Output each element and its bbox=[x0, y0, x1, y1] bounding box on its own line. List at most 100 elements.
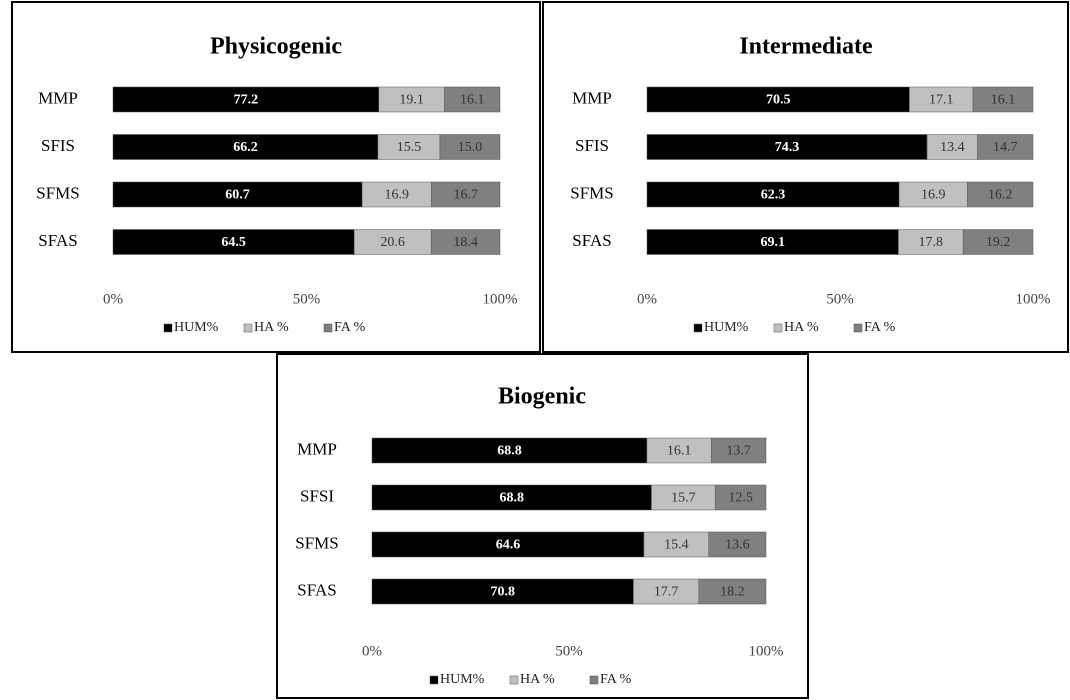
data-label: 19.1 bbox=[399, 93, 424, 108]
bar-segment bbox=[377, 134, 441, 160]
category-label: SFMS bbox=[36, 183, 79, 202]
data-label: 17.7 bbox=[654, 585, 679, 600]
bar-segment bbox=[962, 229, 1034, 255]
data-label: 70.8 bbox=[490, 585, 515, 600]
data-label: 64.6 bbox=[496, 538, 521, 553]
data-label: 19.2 bbox=[986, 235, 1011, 250]
legend-label: HA % bbox=[254, 320, 289, 335]
chart-title: Biogenic bbox=[498, 384, 586, 410]
x-tick-label: 100% bbox=[483, 291, 518, 307]
bar-segment bbox=[353, 229, 432, 255]
bar-segment bbox=[972, 86, 1034, 113]
bar-segment bbox=[967, 181, 1034, 208]
bar-segment bbox=[651, 484, 716, 511]
bar-segment bbox=[898, 181, 968, 208]
data-label: 16.7 bbox=[453, 188, 478, 203]
legend-swatch bbox=[243, 323, 253, 333]
legend-label: HUM% bbox=[440, 672, 485, 687]
bar-segment bbox=[646, 181, 900, 208]
legend-swatch bbox=[323, 323, 333, 333]
category-label: SFAS bbox=[38, 231, 77, 250]
panel-frame bbox=[542, 1, 1069, 353]
category-label: MMP bbox=[38, 88, 78, 107]
data-label: 18.2 bbox=[720, 585, 745, 600]
data-label: 16.1 bbox=[667, 444, 692, 459]
data-label: 69.1 bbox=[760, 235, 785, 250]
bar-segment bbox=[112, 229, 355, 255]
data-label: 13.7 bbox=[726, 444, 751, 459]
legend-swatch bbox=[693, 323, 703, 333]
bar-segment bbox=[633, 578, 700, 605]
bar-segment bbox=[708, 531, 767, 558]
bar-segment bbox=[430, 229, 501, 255]
legend-label: FA % bbox=[600, 672, 632, 687]
legend-label: FA % bbox=[334, 320, 366, 335]
data-label: 14.7 bbox=[993, 140, 1018, 155]
category-label: SFSI bbox=[300, 486, 334, 505]
data-label: 16.1 bbox=[991, 93, 1016, 108]
panel-frame bbox=[276, 353, 809, 699]
x-tick-label: 0% bbox=[362, 643, 382, 659]
data-label: 18.4 bbox=[453, 235, 478, 250]
x-tick-label: 50% bbox=[555, 643, 583, 659]
data-label: 17.8 bbox=[919, 235, 944, 250]
bar-segment bbox=[371, 437, 648, 464]
legend-swatch bbox=[163, 323, 173, 333]
data-label: 13.6 bbox=[725, 538, 750, 553]
x-tick-label: 100% bbox=[1016, 291, 1051, 307]
category-label: SFMS bbox=[295, 533, 338, 552]
data-label: 16.1 bbox=[460, 93, 485, 108]
bar-segment bbox=[112, 134, 379, 160]
data-label: 13.4 bbox=[940, 140, 965, 155]
x-tick-label: 0% bbox=[637, 291, 657, 307]
bar-segment bbox=[371, 484, 652, 511]
panel-frame bbox=[11, 1, 541, 353]
category-label: MMP bbox=[572, 88, 612, 107]
data-label: 15.4 bbox=[664, 538, 689, 553]
x-tick-label: 0% bbox=[103, 291, 123, 307]
legend-label: HUM% bbox=[174, 320, 219, 335]
bar-segment bbox=[112, 86, 380, 113]
bar-segment bbox=[646, 229, 899, 255]
bar-segment bbox=[431, 181, 501, 208]
data-label: 15.5 bbox=[397, 140, 422, 155]
legend-swatch bbox=[429, 675, 439, 685]
bar-segment bbox=[711, 437, 767, 464]
bar-segment bbox=[646, 134, 928, 160]
legend-label: HA % bbox=[520, 672, 555, 687]
category-label: SFIS bbox=[575, 136, 609, 155]
data-label: 15.0 bbox=[458, 140, 483, 155]
legend-swatch bbox=[509, 675, 519, 685]
data-label: 68.8 bbox=[497, 444, 522, 459]
bar-segment bbox=[977, 134, 1034, 160]
data-label: 15.7 bbox=[671, 491, 696, 506]
legend-swatch bbox=[853, 323, 863, 333]
category-label: SFAS bbox=[297, 580, 336, 599]
category-label: SFAS bbox=[572, 231, 611, 250]
x-tick-label: 50% bbox=[826, 291, 854, 307]
bar-segment bbox=[714, 484, 767, 511]
legend-swatch bbox=[589, 675, 599, 685]
data-label: 60.7 bbox=[225, 188, 250, 203]
bar-segment bbox=[643, 531, 710, 558]
bar-segment bbox=[646, 437, 712, 464]
chart-title: Intermediate bbox=[739, 34, 873, 60]
bar-segment bbox=[439, 134, 501, 160]
bar-segment bbox=[371, 578, 634, 605]
legend-swatch bbox=[773, 323, 783, 333]
bar-segment bbox=[444, 86, 501, 113]
chart-title: Physicogenic bbox=[210, 34, 342, 60]
x-tick-label: 50% bbox=[293, 291, 321, 307]
data-label: 64.5 bbox=[221, 235, 246, 250]
category-label: SFMS bbox=[570, 183, 613, 202]
data-label: 68.8 bbox=[499, 491, 524, 506]
bar-segment bbox=[698, 578, 767, 605]
legend-label: HA % bbox=[784, 320, 819, 335]
data-label: 16.2 bbox=[988, 188, 1013, 203]
data-label: 66.2 bbox=[233, 140, 258, 155]
data-label: 70.5 bbox=[766, 93, 791, 108]
legend-label: FA % bbox=[864, 320, 896, 335]
data-label: 16.9 bbox=[921, 188, 946, 203]
data-label: 20.6 bbox=[380, 235, 405, 250]
